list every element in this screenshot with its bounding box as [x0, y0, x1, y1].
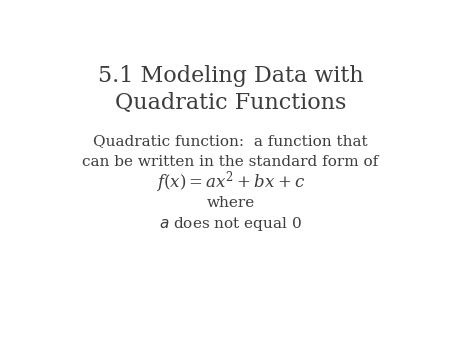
Text: can be written in the standard form of: can be written in the standard form of — [82, 154, 379, 169]
Text: Quadratic Functions: Quadratic Functions — [115, 92, 346, 114]
Text: Quadratic function:  a function that: Quadratic function: a function that — [93, 134, 368, 148]
Text: 5.1 Modeling Data with: 5.1 Modeling Data with — [98, 65, 364, 87]
Text: where: where — [207, 196, 255, 210]
Text: $f(x) = ax^2 + bx + c$: $f(x) = ax^2 + bx + c$ — [156, 169, 305, 195]
Text: $a$ does not equal 0: $a$ does not equal 0 — [159, 215, 302, 233]
